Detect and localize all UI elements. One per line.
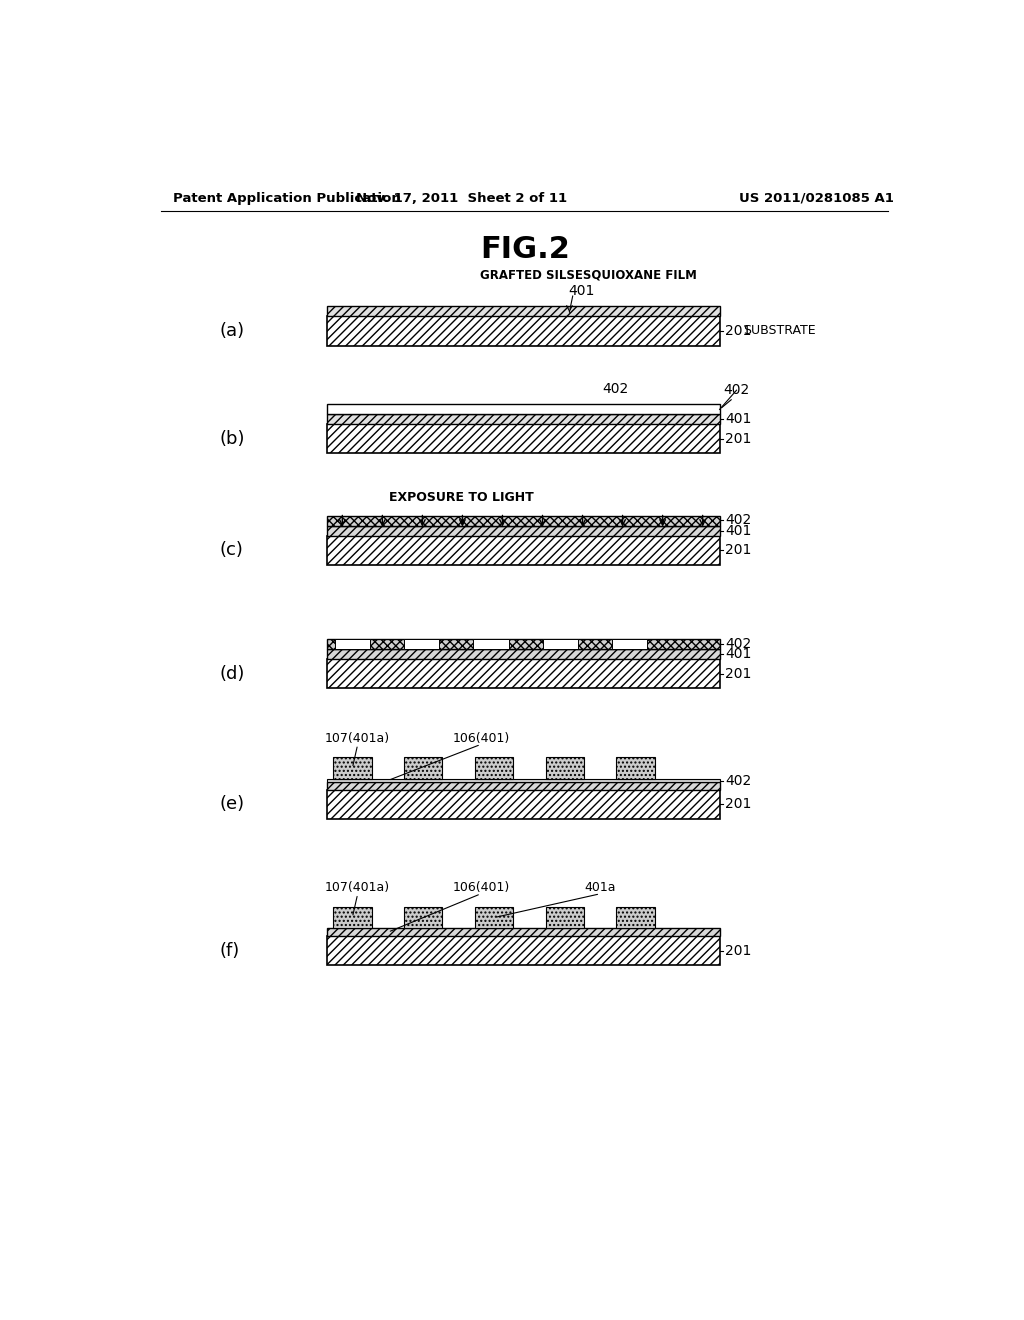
- Text: 402: 402: [724, 383, 750, 397]
- Text: (f): (f): [219, 941, 240, 960]
- Text: 401: 401: [725, 647, 752, 661]
- Text: EXPOSURE TO LIGHT: EXPOSURE TO LIGHT: [389, 491, 535, 504]
- Text: 402: 402: [602, 381, 629, 396]
- Bar: [327, 649, 720, 659]
- Text: 401: 401: [725, 412, 752, 426]
- Bar: [327, 928, 720, 936]
- Bar: [327, 424, 720, 453]
- Text: 106(401): 106(401): [453, 880, 510, 894]
- Text: 201: 201: [725, 797, 752, 812]
- Bar: [546, 907, 584, 928]
- Text: US 2011/0281085 A1: US 2011/0281085 A1: [739, 191, 894, 205]
- Text: (a): (a): [219, 322, 245, 339]
- Bar: [327, 936, 720, 965]
- Bar: [335, 639, 370, 649]
- Text: 107(401a): 107(401a): [326, 880, 390, 894]
- Text: 402: 402: [725, 513, 752, 527]
- Bar: [327, 317, 720, 346]
- Bar: [327, 525, 720, 536]
- Bar: [327, 404, 720, 414]
- Text: (e): (e): [219, 796, 245, 813]
- Text: 201: 201: [725, 944, 752, 958]
- Text: (b): (b): [219, 430, 245, 447]
- Bar: [475, 907, 513, 928]
- Text: GRAFTED SILSESQUIOXANE FILM: GRAFTED SILSESQUIOXANE FILM: [480, 269, 697, 282]
- Bar: [327, 659, 720, 688]
- Bar: [327, 779, 720, 781]
- Text: 402: 402: [725, 774, 752, 788]
- Text: 402: 402: [725, 636, 752, 651]
- Text: 107(401a): 107(401a): [326, 731, 390, 744]
- Text: 201: 201: [725, 667, 752, 681]
- Text: FIG.2: FIG.2: [480, 235, 569, 264]
- Bar: [611, 639, 647, 649]
- Text: 201: 201: [725, 432, 752, 446]
- Bar: [327, 536, 720, 565]
- Text: (c): (c): [219, 541, 243, 560]
- Bar: [327, 781, 720, 789]
- Bar: [403, 639, 439, 649]
- Text: 401: 401: [725, 524, 752, 539]
- Text: (d): (d): [219, 664, 245, 682]
- Bar: [327, 789, 720, 818]
- Text: 401a: 401a: [585, 880, 616, 894]
- Bar: [543, 639, 578, 649]
- Bar: [616, 758, 655, 779]
- Bar: [473, 639, 509, 649]
- Text: 106(401): 106(401): [453, 731, 510, 744]
- Text: SUBSTRATE: SUBSTRATE: [743, 325, 816, 338]
- Bar: [327, 414, 720, 424]
- Text: 201: 201: [725, 544, 752, 557]
- Bar: [475, 758, 513, 779]
- Bar: [403, 907, 442, 928]
- Text: 201: 201: [725, 323, 752, 338]
- Bar: [546, 758, 584, 779]
- Bar: [327, 639, 720, 649]
- Text: 401: 401: [568, 284, 594, 298]
- Bar: [403, 758, 442, 779]
- Text: Nov. 17, 2011  Sheet 2 of 11: Nov. 17, 2011 Sheet 2 of 11: [356, 191, 567, 205]
- Bar: [333, 907, 372, 928]
- Text: Patent Application Publication: Patent Application Publication: [173, 191, 400, 205]
- Bar: [327, 306, 720, 317]
- Bar: [616, 907, 655, 928]
- Bar: [333, 758, 372, 779]
- Bar: [327, 516, 720, 525]
